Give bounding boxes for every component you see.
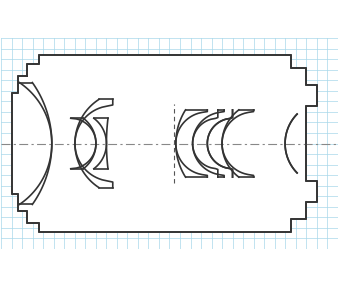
Polygon shape — [12, 55, 317, 232]
